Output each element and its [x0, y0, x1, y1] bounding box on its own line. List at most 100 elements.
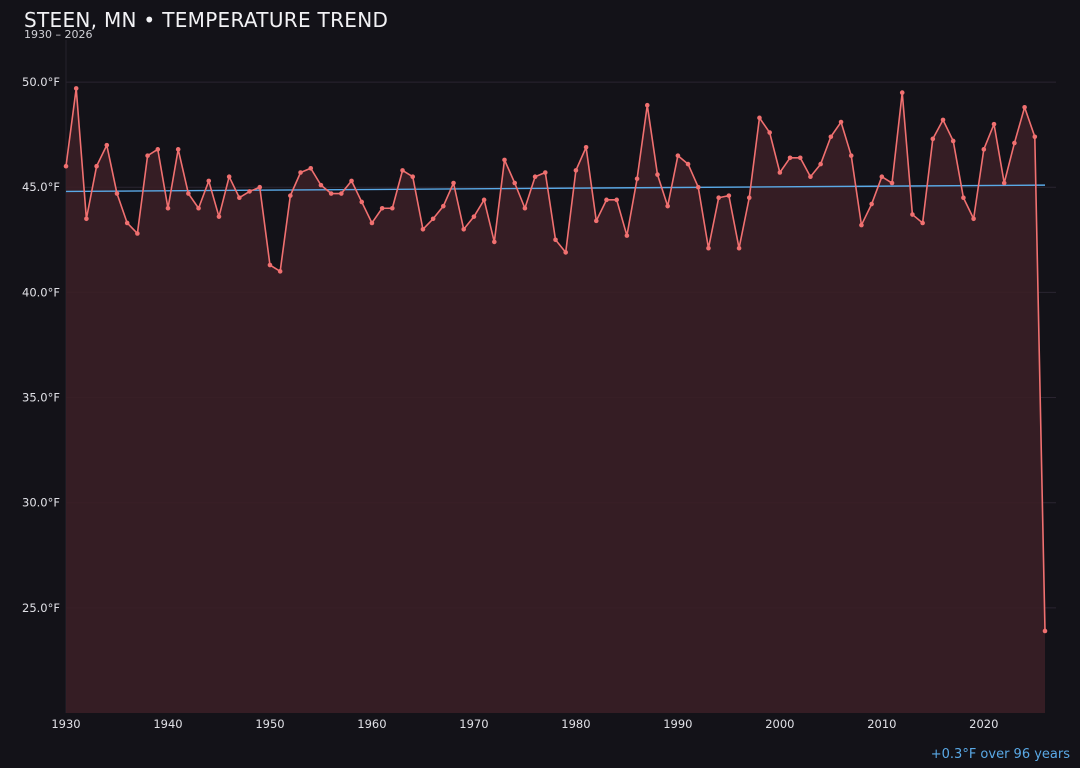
data-point [1022, 105, 1027, 110]
data-point [808, 174, 813, 179]
y-axis-ticks: 25.0°F 30.0°F 35.0°F 40.0°F 45.0°F 50.0°F [22, 75, 60, 615]
linear-trend-line [65, 184, 1046, 193]
data-point [644, 102, 650, 108]
data-point [818, 161, 823, 167]
data-point [879, 174, 885, 179]
data-point [583, 144, 589, 150]
data-point [797, 155, 803, 161]
data-point [910, 212, 915, 217]
data-point [390, 205, 395, 211]
y-tick-label: 50.0°F [22, 75, 60, 89]
data-point [920, 220, 925, 226]
data-point [237, 195, 242, 201]
data-point [441, 203, 446, 209]
data-point [288, 193, 293, 198]
x-tick-label: 1970 [459, 717, 488, 731]
trend-line [65, 184, 1046, 193]
data-point [685, 161, 691, 167]
data-point [369, 220, 375, 226]
data-point [604, 197, 609, 203]
x-tick-label: 2000 [765, 717, 794, 731]
data-point [145, 153, 150, 158]
data-point [349, 178, 354, 184]
data-point [298, 170, 303, 175]
data-point [859, 222, 864, 228]
data-point [73, 86, 79, 91]
data-point [186, 191, 191, 196]
data-point [777, 170, 783, 175]
data-point [155, 147, 161, 152]
data-point [277, 269, 283, 274]
data-point [216, 214, 222, 219]
data-point [308, 165, 314, 171]
data-point [226, 174, 232, 179]
data-point [634, 176, 640, 182]
chart-title: STEEN, MN • TEMPERATURE TREND [24, 8, 389, 32]
data-point [63, 163, 69, 169]
data-point [135, 231, 140, 236]
data-point [706, 245, 711, 251]
data-point [716, 195, 721, 201]
data-point [461, 226, 467, 232]
area-fill [66, 88, 1045, 714]
data-point [655, 172, 660, 177]
data-point [492, 239, 497, 245]
data-point [563, 250, 568, 255]
data-point [430, 216, 436, 222]
data-point [400, 168, 405, 173]
data-point [522, 205, 528, 211]
data-point [267, 262, 273, 268]
data-point [1042, 628, 1048, 634]
data-point [124, 220, 130, 226]
data-point [175, 147, 181, 152]
data-point [726, 193, 732, 198]
data-point [961, 195, 966, 201]
data-point [1032, 134, 1038, 140]
data-point [787, 155, 793, 161]
x-tick-label: 1990 [663, 717, 692, 731]
data-point [624, 233, 630, 238]
data-point [481, 197, 487, 203]
data-point [512, 180, 518, 186]
data-point [746, 195, 752, 201]
data-point [247, 189, 252, 194]
data-point [899, 90, 905, 95]
trend-annotation: +0.3°F over 96 years [930, 747, 1070, 762]
x-tick-label: 1960 [357, 717, 386, 731]
data-point [950, 138, 956, 144]
data-point [328, 191, 334, 196]
data-points [63, 86, 1048, 634]
data-point [981, 147, 987, 152]
data-point [318, 182, 324, 188]
data-point [543, 170, 548, 175]
data-point [930, 136, 936, 142]
data-point [359, 199, 365, 205]
y-tick-label: 25.0°F [22, 601, 60, 615]
data-point [573, 168, 579, 173]
data-point [532, 174, 538, 179]
data-point [991, 121, 997, 127]
data-point [675, 153, 681, 158]
x-tick-label: 1950 [255, 717, 284, 731]
y-tick-label: 30.0°F [22, 496, 60, 510]
data-point [471, 214, 477, 219]
data-point [1001, 180, 1007, 186]
data-point [420, 226, 426, 232]
x-tick-label: 2010 [867, 717, 896, 731]
data-point [104, 142, 110, 148]
data-point [757, 115, 762, 121]
data-point [869, 201, 874, 207]
x-tick-label: 1930 [51, 717, 80, 731]
data-point [410, 174, 416, 179]
data-point [889, 180, 895, 186]
data-point [593, 218, 599, 224]
chart-subtitle: 1930 – 2026 [24, 28, 93, 41]
area-under-series [66, 88, 1045, 714]
x-tick-label: 1940 [153, 717, 182, 731]
data-point [940, 117, 946, 123]
data-point [94, 163, 99, 169]
data-point [614, 197, 619, 203]
data-point [767, 130, 772, 135]
y-tick-label: 40.0°F [22, 285, 60, 299]
